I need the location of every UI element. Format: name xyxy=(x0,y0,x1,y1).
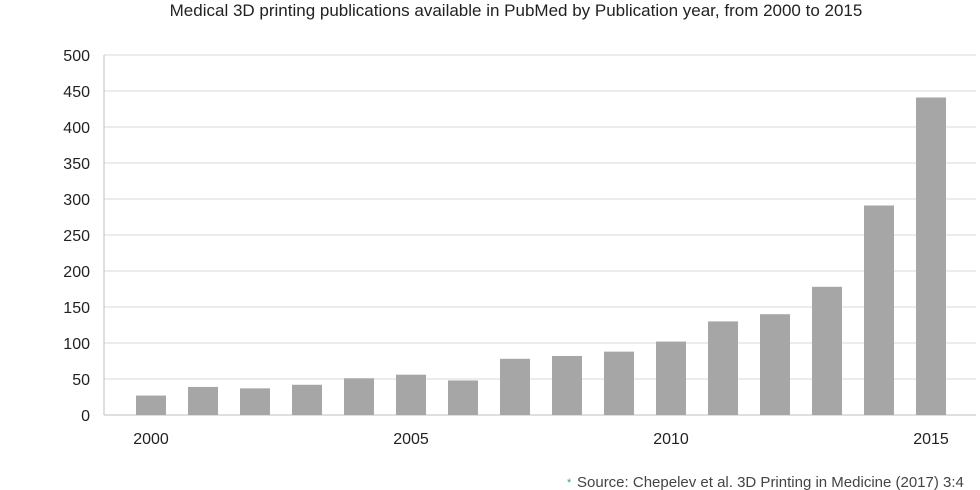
source-text: Source: Chepelev et al. 3D Printing in M… xyxy=(577,474,964,490)
y-tick-label: 50 xyxy=(72,372,90,389)
bar-2004 xyxy=(344,378,374,415)
bar-2013 xyxy=(812,286,842,415)
y-tick-label: 450 xyxy=(63,84,90,101)
y-tick-label: 150 xyxy=(63,300,90,317)
bar-2001 xyxy=(188,386,218,415)
chart-title: Medical 3D printing publications availab… xyxy=(170,1,863,20)
bar-2003 xyxy=(292,384,322,415)
y-tick-label: 100 xyxy=(63,336,90,353)
gridlines xyxy=(103,54,976,416)
x-tick-label: 2015 xyxy=(913,431,949,448)
y-tick-label: 250 xyxy=(63,228,90,245)
x-tick-label: 2010 xyxy=(653,431,689,448)
x-tick-label: 2005 xyxy=(393,431,429,448)
y-tick-label: 200 xyxy=(63,264,90,281)
y-tick-label: 350 xyxy=(63,156,90,173)
y-axis-ticks: 0 50 100 150 200 250 300 350 400 450 500 xyxy=(63,48,90,425)
bars xyxy=(136,97,946,415)
source-note: * Source: Chepelev et al. 3D Printing in… xyxy=(567,474,964,490)
bar-2002 xyxy=(240,388,270,415)
bar-2006 xyxy=(448,380,478,415)
bar-2012 xyxy=(760,314,790,415)
bar-2008 xyxy=(552,355,582,415)
bar-2010 xyxy=(656,341,686,415)
bar-2014 xyxy=(864,205,894,415)
bar-2000 xyxy=(136,395,166,415)
bar-2005 xyxy=(396,374,426,415)
y-tick-label: 300 xyxy=(63,192,90,209)
source-marker: * xyxy=(567,477,572,489)
y-tick-label: 0 xyxy=(81,408,90,425)
bar-2009 xyxy=(604,351,634,415)
bar-2007 xyxy=(500,358,530,415)
bar-2011 xyxy=(708,321,738,415)
y-tick-label: 500 xyxy=(63,48,90,65)
bar-2015 xyxy=(916,97,946,415)
x-tick-label: 2000 xyxy=(133,431,169,448)
x-axis-ticks: 2000 2005 2010 2015 xyxy=(133,431,949,448)
y-tick-label: 400 xyxy=(63,120,90,137)
